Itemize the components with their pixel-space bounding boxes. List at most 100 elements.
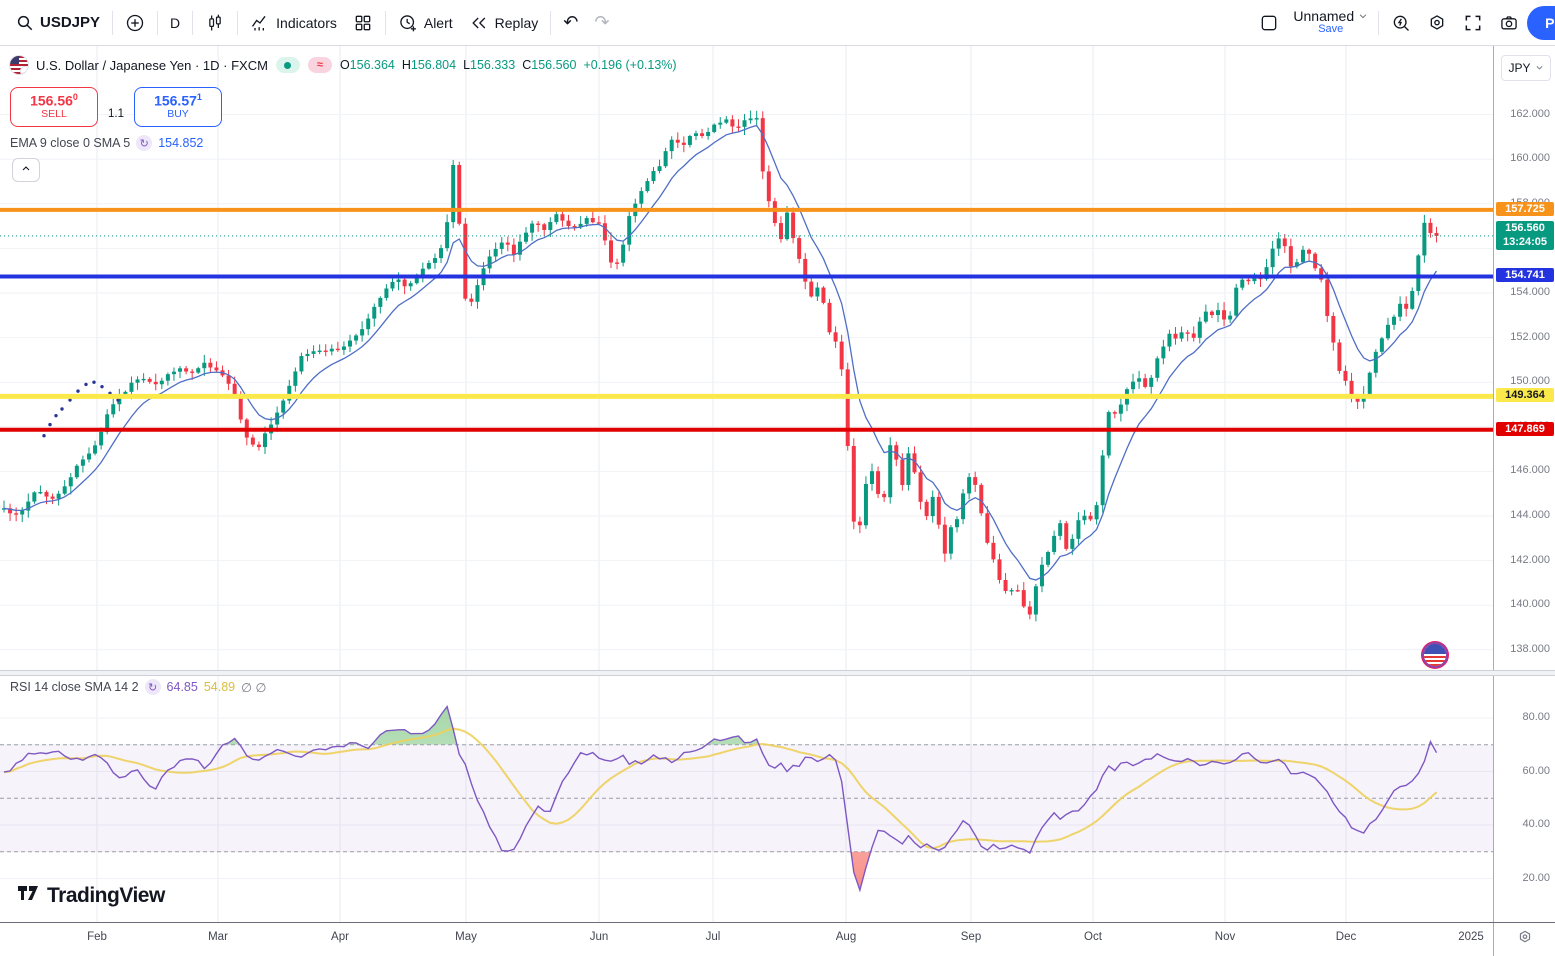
- month-label: Jul: [705, 931, 721, 943]
- redo-icon: ↷: [594, 12, 610, 32]
- price-tick-label: 138.000: [1510, 642, 1550, 655]
- delayed-data-icon[interactable]: ≈: [307, 57, 332, 73]
- buy-button[interactable]: 156.571 BUY: [134, 87, 222, 127]
- candlestick-icon: [205, 13, 225, 33]
- rsi-sma-value: 54.89: [203, 680, 236, 694]
- axis-settings-corner[interactable]: [1493, 923, 1555, 956]
- month-label: Nov: [1214, 931, 1236, 943]
- pane-separator[interactable]: [0, 670, 1555, 676]
- month-label: Oct: [1084, 931, 1102, 943]
- spread-value: 1.1: [108, 108, 124, 120]
- rsi-extra-values: ∅ ∅: [241, 680, 267, 695]
- alert-button[interactable]: Alert: [390, 7, 461, 39]
- tradingview-mark-icon: [16, 881, 40, 910]
- time-axis[interactable]: Feb Mar Apr May Jun Jul Aug Sep Oct Nov Dec 2025: [0, 922, 1555, 956]
- publish-button[interactable]: Pu: [1527, 5, 1555, 40]
- change-value: +0.196 (+0.13%): [583, 58, 677, 72]
- plus-circle-icon: [125, 13, 145, 33]
- price-tick-label: 160.000: [1510, 152, 1550, 165]
- rsi-tick-label: 40.00: [1522, 818, 1550, 830]
- price-tick-label: 146.000: [1510, 464, 1550, 477]
- top-toolbar: USDJPY D Indi: [0, 0, 1555, 46]
- collapse-pane-button[interactable]: [12, 158, 40, 182]
- rsi-tick-label: 60.00: [1522, 764, 1550, 777]
- ema-line: [3, 124, 1438, 581]
- currency-toggle-button[interactable]: JPY: [1501, 55, 1551, 81]
- settings-button[interactable]: [1419, 7, 1455, 39]
- month-label: Jun: [589, 931, 609, 943]
- undo-button[interactable]: ↶: [555, 6, 586, 39]
- instrument-logo-icon: [10, 56, 28, 74]
- price-chart-canvas[interactable]: [0, 45, 1493, 672]
- candlesticks: [2, 110, 1439, 622]
- sell-button[interactable]: 156.560 SELL: [10, 87, 98, 127]
- toolbar-right: Unnamed Save: [1251, 0, 1555, 45]
- tradingview-logo[interactable]: TradingView: [16, 881, 165, 910]
- low-value: 156.333: [470, 58, 516, 72]
- price-tick-label: 152.000: [1510, 330, 1550, 343]
- screenshot-button[interactable]: [1491, 7, 1527, 39]
- rsi-indicator-row[interactable]: RSI 14 close SMA 14 2 ↻ 64.85 54.89 ∅ ∅: [10, 679, 266, 695]
- replay-button[interactable]: Replay: [461, 7, 547, 39]
- indicators-button[interactable]: Indicators: [242, 7, 345, 39]
- quick-search-button[interactable]: [1383, 7, 1419, 39]
- alert-label: Alert: [423, 14, 453, 31]
- rsi-chart-canvas[interactable]: [0, 672, 1493, 922]
- layout-name-button[interactable]: Unnamed Save: [1287, 7, 1374, 37]
- divider: [1378, 10, 1380, 35]
- rsi-line: [3, 705, 1438, 893]
- level-price-label[interactable]: 154.741: [1496, 268, 1554, 283]
- price-tick-label: 144.000: [1510, 509, 1550, 521]
- toolbar-left: USDJPY D Indi: [8, 0, 617, 45]
- ema-indicator-row[interactable]: EMA 9 close 0 SMA 5 ↻ 154.852: [10, 135, 203, 151]
- gear-icon: [1517, 929, 1533, 950]
- save-link[interactable]: Save: [1318, 23, 1344, 36]
- rsi-value: 64.85: [166, 680, 198, 694]
- close-value: 156.560: [531, 58, 577, 72]
- quick-search-icon: [1391, 13, 1411, 33]
- current-price-label: 156.560 13:24:05: [1496, 220, 1554, 251]
- divider: [192, 10, 194, 35]
- chart-legend: U.S. Dollar / Japanese Yen · 1D · FXCM ≈…: [10, 56, 677, 74]
- refresh-icon[interactable]: ↻: [136, 135, 153, 151]
- market-status-icon[interactable]: [275, 57, 300, 73]
- chart-content: U.S. Dollar / Japanese Yen · 1D · FXCM ≈…: [0, 45, 1555, 956]
- price-axis[interactable]: JPY 162.000160.000158.000156.000154.0001…: [1493, 45, 1555, 922]
- level-price-label[interactable]: 147.869: [1496, 421, 1554, 436]
- ema-label: EMA 9 close 0 SMA 5: [10, 136, 131, 150]
- rsi-label: RSI 14 close SMA 14 2: [10, 680, 139, 694]
- month-label: Mar: [208, 931, 228, 943]
- level-price-label[interactable]: 157.725: [1496, 201, 1554, 216]
- replay-rewind-icon: [469, 13, 489, 33]
- divider: [112, 10, 114, 35]
- chevron-down-icon: [1358, 9, 1368, 24]
- indicators-icon: [250, 13, 270, 33]
- currency-label: JPY: [1508, 61, 1531, 75]
- compare-add-button[interactable]: [117, 7, 153, 39]
- price-tick-label: 150.000: [1510, 375, 1550, 388]
- grid-layout-icon: [353, 13, 373, 33]
- indicator-templates-button[interactable]: [345, 7, 381, 39]
- redo-button[interactable]: ↷: [586, 6, 617, 39]
- layout-square-button[interactable]: [1251, 7, 1287, 39]
- indicators-label: Indicators: [276, 14, 337, 31]
- refresh-icon[interactable]: ↻: [144, 679, 161, 695]
- divider: [237, 10, 239, 35]
- price-tick-label: 162.000: [1510, 107, 1550, 120]
- ema-value: 154.852: [158, 136, 204, 150]
- level-price-label[interactable]: 149.364: [1496, 388, 1554, 403]
- price-tick-label: 140.000: [1510, 598, 1550, 611]
- interval-label: D: [170, 14, 181, 31]
- fullscreen-icon: [1463, 13, 1483, 33]
- chart-type-button[interactable]: [197, 7, 233, 39]
- economic-event-icon[interactable]: [1424, 644, 1446, 666]
- rsi-tick-label: 80.00: [1522, 711, 1550, 723]
- high-value: 156.804: [410, 58, 457, 72]
- fullscreen-button[interactable]: [1455, 7, 1491, 39]
- gear-icon: [1427, 13, 1447, 33]
- symbol-title[interactable]: U.S. Dollar / Japanese Yen · 1D · FXCM: [36, 57, 268, 73]
- price-tick-label: 154.000: [1510, 286, 1550, 298]
- interval-button[interactable]: D: [162, 9, 188, 37]
- symbol-search-button[interactable]: USDJPY: [8, 8, 108, 38]
